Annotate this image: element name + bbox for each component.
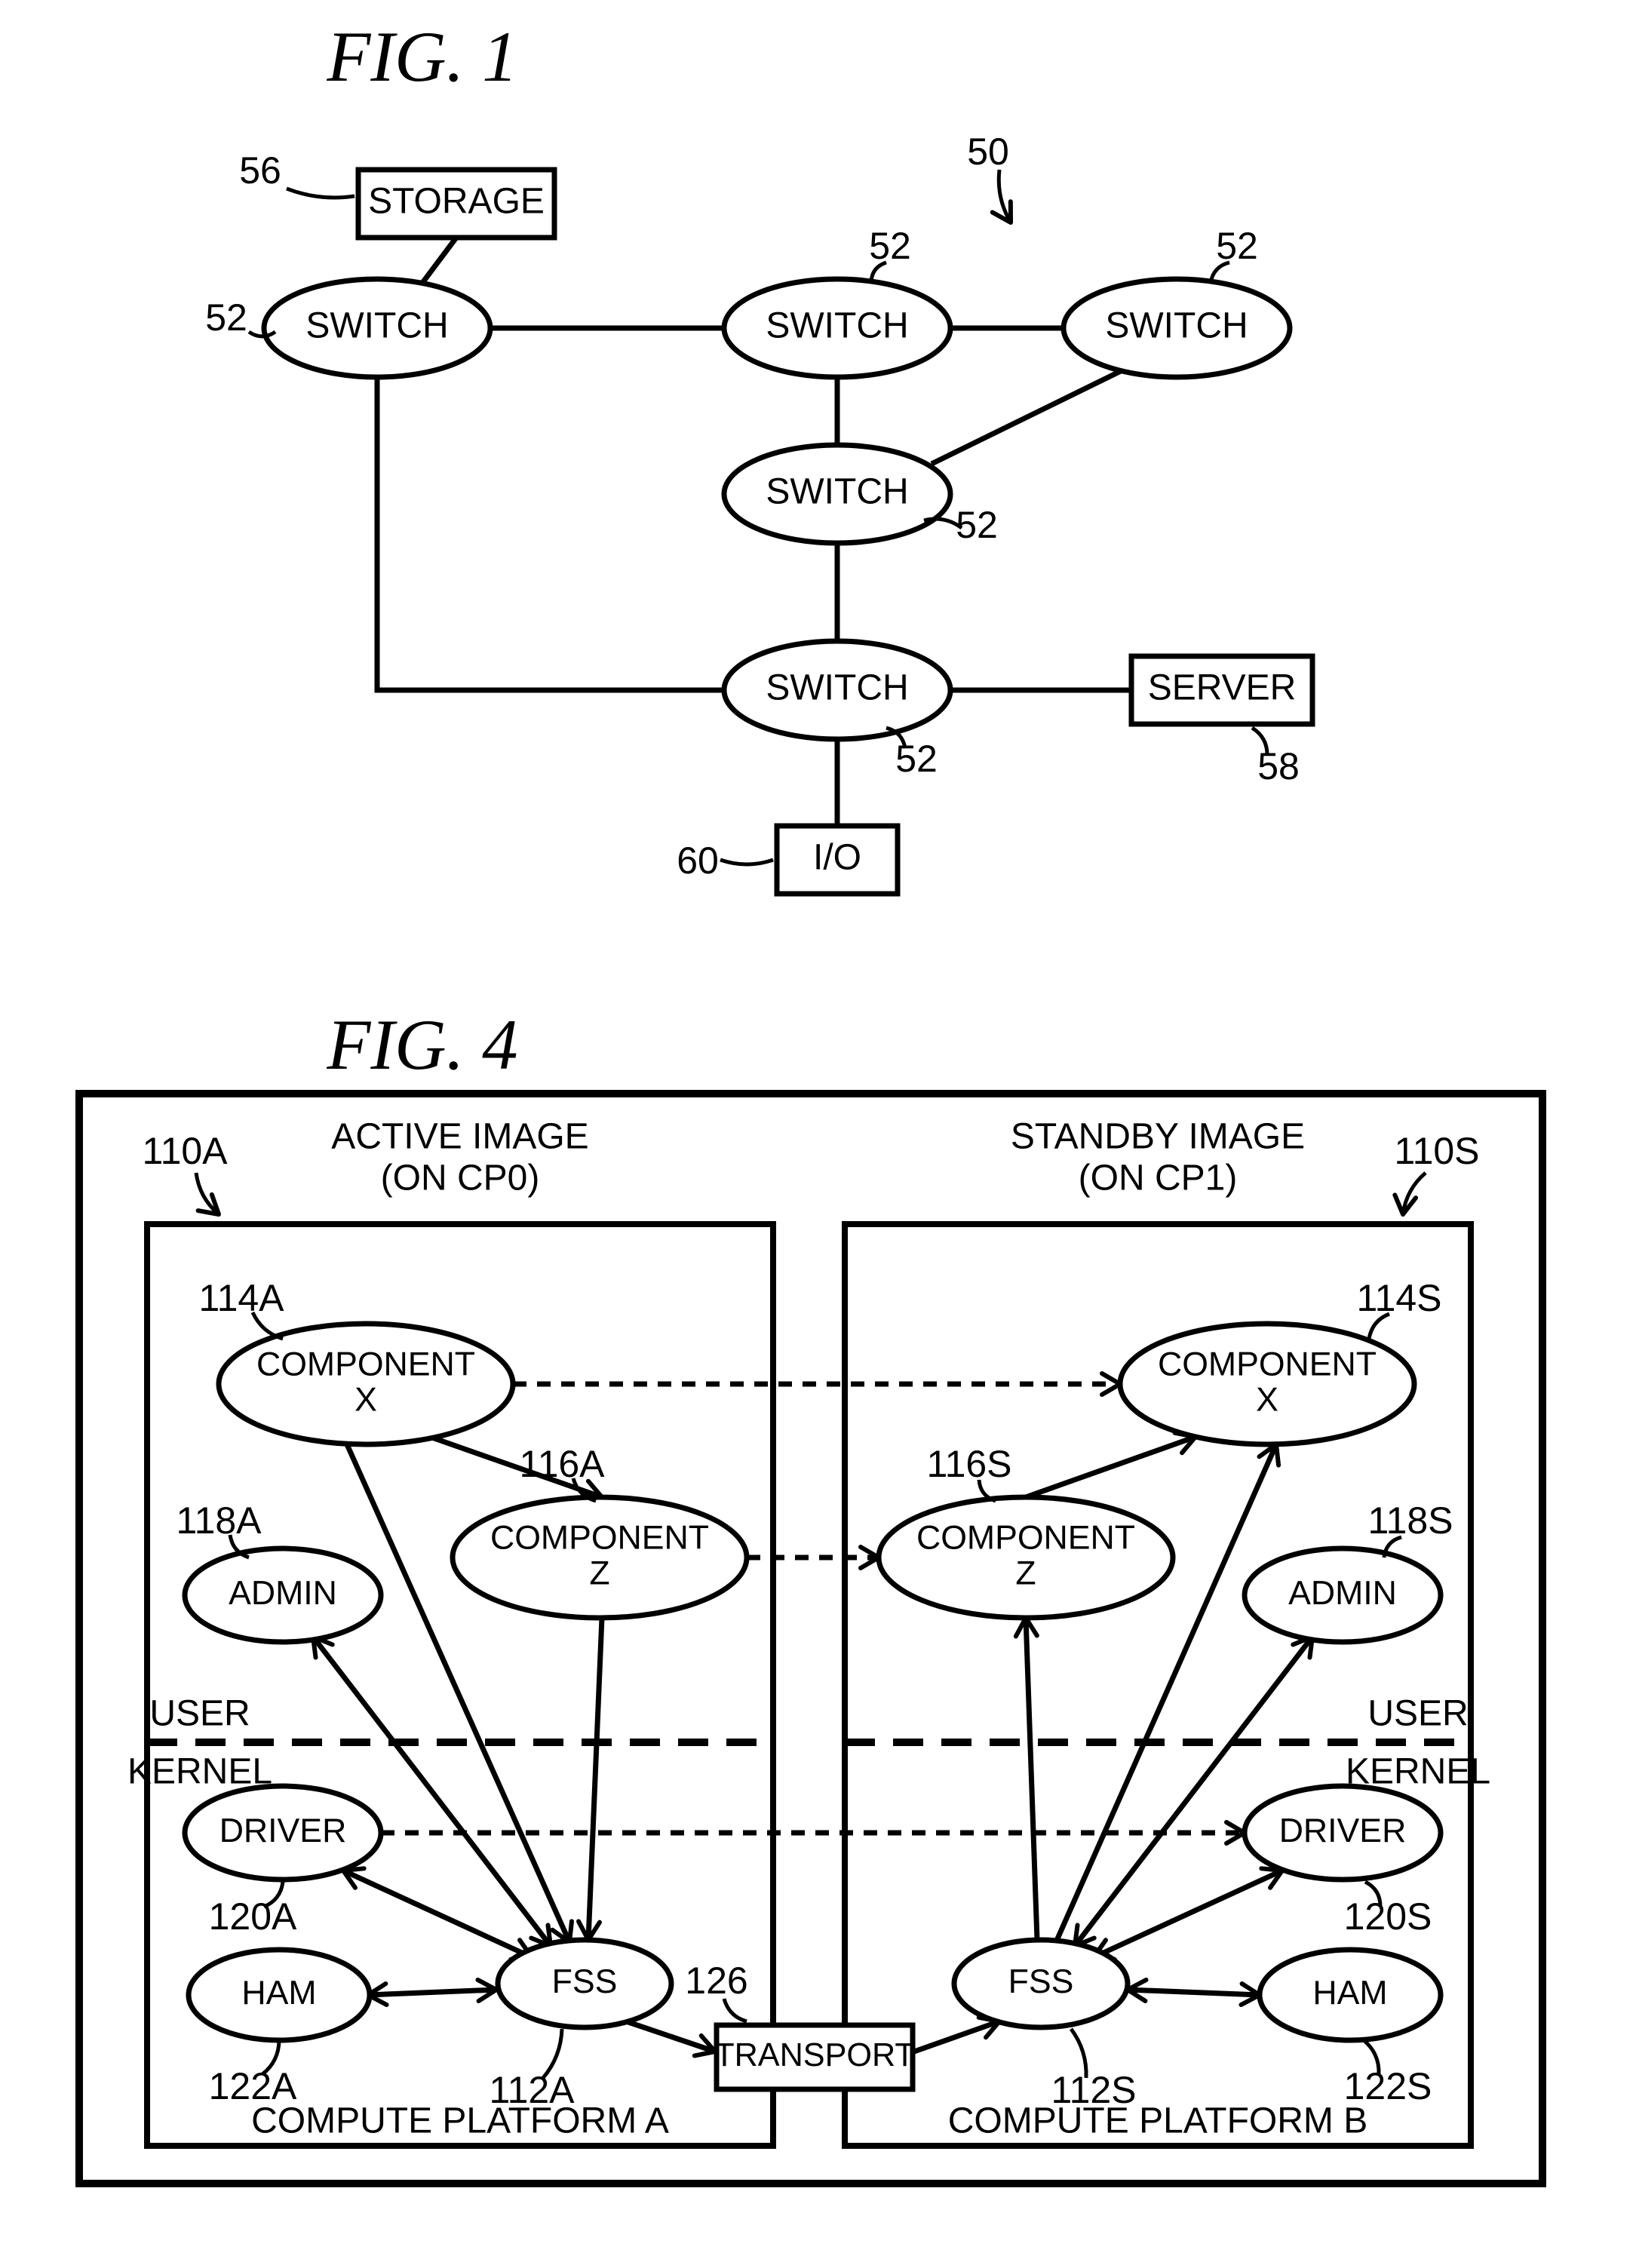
ref-leader — [999, 170, 1011, 223]
panel-footer-A: COMPUTE PLATFORM A — [251, 2101, 669, 2141]
ref-52: 52 — [895, 738, 938, 780]
ref-58: 58 — [1257, 745, 1300, 787]
ref-126: 126 — [685, 1960, 747, 2002]
divider-user-A: USER — [149, 1694, 250, 1734]
node-label-transport: TRANSPORT — [714, 2037, 915, 2073]
ref-112S: 112S — [1051, 2069, 1136, 2111]
ref-114S: 114S — [1356, 1277, 1441, 1319]
node-label-sw_tr: SWITCH — [1105, 306, 1248, 346]
fig1-edge — [422, 238, 456, 283]
ref-leader — [724, 1999, 747, 2021]
ref-52: 52 — [869, 225, 911, 267]
panel-subtitle-A: (ON CP0) — [381, 1159, 540, 1198]
ref-120A: 120A — [209, 1895, 297, 1938]
node-label-io: I/O — [813, 838, 861, 878]
ref-114A: 114A — [198, 1277, 284, 1319]
node-label-sw_l: SWITCH — [305, 306, 448, 346]
ref-110S: 110S — [1394, 1130, 1479, 1172]
fig4-edge — [368, 1990, 496, 1995]
panel-footer-B: COMPUTE PLATFORM B — [948, 2101, 1367, 2141]
node-label-ham_S: HAM — [1312, 1975, 1387, 2012]
fig4-edge — [1026, 1618, 1037, 1940]
ref-110A: 110A — [142, 1130, 228, 1172]
node-label-fss_A: FSS — [552, 1963, 618, 2000]
ref-118A: 118A — [176, 1499, 262, 1542]
fig4-edge — [1026, 1437, 1196, 1497]
node-label-driver_A: DRIVER — [219, 1812, 347, 1849]
fig1-title: FIG. 1 — [326, 17, 517, 97]
ref-52: 52 — [956, 504, 998, 546]
panel-title-A: ACTIVE IMAGE — [331, 1117, 588, 1157]
ref-52: 52 — [205, 296, 247, 339]
node-label-admin_A: ADMIN — [229, 1575, 337, 1612]
node-label-ham_A: HAM — [241, 1975, 316, 2012]
fig1-nodes — [264, 170, 1312, 894]
ref-112A: 112A — [489, 2069, 575, 2111]
ref-60: 60 — [677, 839, 719, 882]
ref-leader — [287, 189, 355, 198]
node-label-sw_bot: SWITCH — [766, 668, 908, 708]
fig4-edge — [914, 2021, 999, 2052]
panel-title-B: STANDBY IMAGE — [1011, 1117, 1305, 1157]
ref-122S: 122S — [1344, 2065, 1432, 2107]
fig4-edge — [313, 1637, 551, 1946]
ref-56: 56 — [239, 149, 281, 192]
ref-50: 50 — [967, 130, 1009, 173]
fig4-title: FIG. 4 — [326, 1005, 517, 1085]
ref-leader — [196, 1173, 219, 1214]
ref-120S: 120S — [1344, 1895, 1432, 1938]
fig4-edge — [1075, 1637, 1312, 1946]
ref-122A: 122A — [209, 2065, 297, 2107]
node-label-storage: STORAGE — [368, 182, 545, 222]
node-label-sw_tm: SWITCH — [766, 306, 908, 346]
panel-subtitle-B: (ON CP1) — [1079, 1159, 1238, 1198]
ref-116S: 116S — [926, 1443, 1011, 1485]
node-label-server: SERVER — [1148, 668, 1297, 708]
node-label-fss_S: FSS — [1008, 1963, 1074, 2000]
ref-52: 52 — [1216, 225, 1258, 267]
node-label-driver_S: DRIVER — [1279, 1812, 1407, 1849]
ref-118S: 118S — [1367, 1499, 1453, 1542]
divider-user-B: USER — [1367, 1694, 1468, 1734]
fig4-edge — [1128, 1990, 1260, 1995]
node-label-admin_S: ADMIN — [1288, 1575, 1397, 1612]
fig4-edge — [626, 2021, 715, 2052]
ref-leader — [720, 860, 773, 864]
ref-leader — [1403, 1173, 1426, 1214]
fig4-edge — [588, 1618, 602, 1940]
ref-116A: 116A — [519, 1443, 605, 1485]
node-label-sw_mid: SWITCH — [766, 472, 908, 512]
fig1-edge — [932, 370, 1124, 464]
fig1-edge — [377, 377, 724, 690]
